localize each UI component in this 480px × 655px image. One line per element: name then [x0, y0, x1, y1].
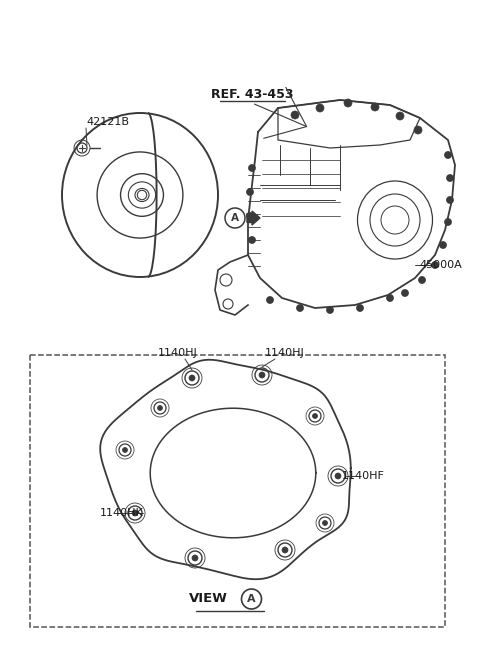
Circle shape — [157, 405, 163, 411]
Circle shape — [419, 276, 425, 284]
Circle shape — [386, 295, 394, 301]
Circle shape — [344, 99, 352, 107]
Circle shape — [312, 413, 317, 419]
Circle shape — [446, 196, 454, 204]
Text: A: A — [231, 213, 239, 223]
Circle shape — [249, 164, 255, 172]
Circle shape — [225, 208, 245, 228]
Circle shape — [396, 112, 404, 120]
Circle shape — [401, 290, 408, 297]
Circle shape — [446, 174, 454, 181]
Circle shape — [357, 305, 363, 312]
Circle shape — [132, 510, 138, 516]
Bar — [30, 355, 445, 627]
Circle shape — [282, 547, 288, 553]
Circle shape — [247, 212, 253, 219]
Circle shape — [122, 447, 128, 453]
Text: 1140HK: 1140HK — [100, 508, 144, 518]
Text: VIEW: VIEW — [189, 593, 228, 605]
Circle shape — [444, 151, 452, 159]
Text: 1140HJ: 1140HJ — [265, 348, 305, 358]
Circle shape — [326, 307, 334, 314]
Circle shape — [444, 219, 452, 225]
Circle shape — [259, 372, 265, 378]
Circle shape — [414, 126, 422, 134]
Text: REF. 43-453: REF. 43-453 — [211, 88, 293, 102]
Circle shape — [316, 104, 324, 112]
Circle shape — [297, 305, 303, 312]
Circle shape — [266, 297, 274, 303]
Text: 1140HJ: 1140HJ — [158, 348, 198, 358]
Circle shape — [432, 261, 439, 269]
Text: 42121B: 42121B — [86, 117, 129, 127]
FancyArrow shape — [247, 211, 260, 225]
Circle shape — [323, 521, 327, 525]
Circle shape — [291, 111, 299, 119]
Circle shape — [335, 473, 341, 479]
Circle shape — [247, 189, 253, 195]
Text: A: A — [247, 594, 256, 604]
Circle shape — [440, 242, 446, 248]
Circle shape — [189, 375, 195, 381]
Circle shape — [241, 589, 262, 609]
Circle shape — [192, 555, 198, 561]
Text: 45000A: 45000A — [419, 260, 462, 270]
Circle shape — [249, 236, 255, 244]
Circle shape — [371, 103, 379, 111]
Text: 1140HF: 1140HF — [342, 471, 385, 481]
